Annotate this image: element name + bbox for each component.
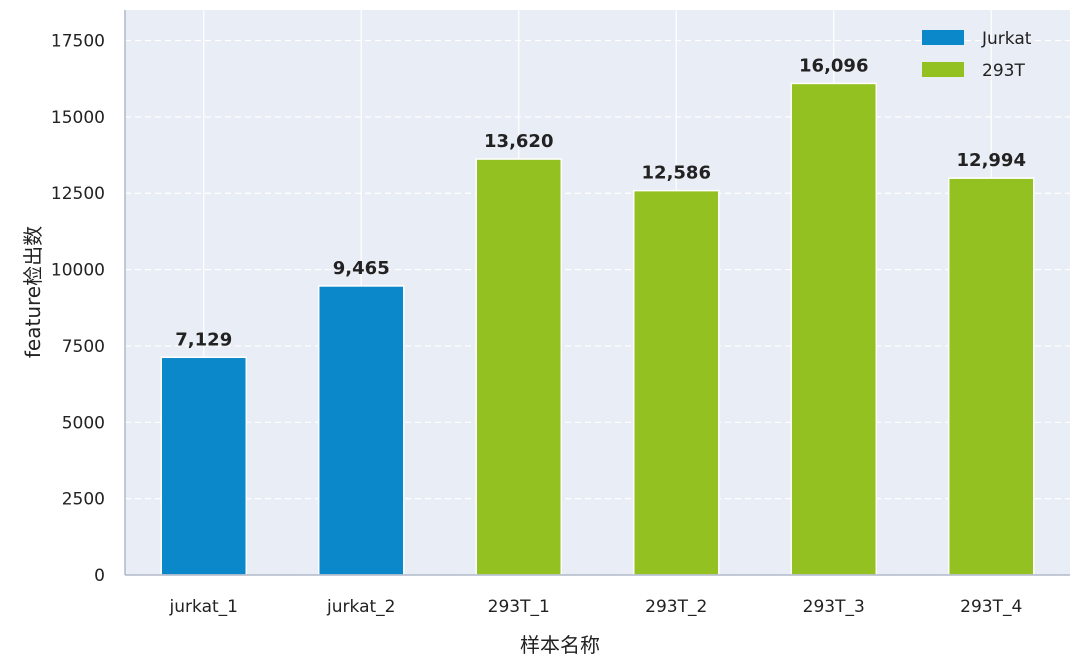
- y-tick-label: 12500: [51, 184, 105, 204]
- legend-label: 293T: [982, 61, 1025, 81]
- legend-swatch-Jurkat: [922, 30, 964, 45]
- bar-value-label: 12,586: [642, 163, 711, 184]
- bar-293T_1: [475, 158, 563, 576]
- legend-swatch-293T: [922, 62, 964, 77]
- x-tick-label: 293T_3: [803, 597, 865, 617]
- bar-value-label: 9,465: [333, 258, 390, 279]
- y-tick-label: 2500: [62, 490, 105, 510]
- y-tick-label: 0: [94, 566, 105, 586]
- y-tick-label: 10000: [51, 261, 105, 281]
- bar-value-labels: 7,129 9,465 13,620 12,586 16,096 12,994: [175, 55, 1026, 350]
- bars: [160, 82, 1035, 576]
- x-tick-label: jurkat_1: [169, 597, 238, 617]
- bar-jurkat_1: [160, 356, 248, 576]
- y-tick-label: 7500: [62, 337, 105, 357]
- bar-value-label: 7,129: [175, 329, 232, 350]
- bar-293T_4: [947, 177, 1035, 576]
- y-axis-ticks: 0 2500 5000 7500 10000 12500 15000 17500: [51, 32, 105, 586]
- legend: Jurkat 293T: [922, 29, 1032, 81]
- y-axis-title: feature检出数: [21, 226, 45, 358]
- x-tick-label: 293T_1: [488, 597, 550, 617]
- bar-293T_2: [632, 189, 720, 576]
- bar-293T_3: [790, 82, 878, 576]
- bar-value-label: 16,096: [799, 55, 868, 76]
- legend-label: Jurkat: [981, 29, 1032, 49]
- x-axis-title: 样本名称: [520, 633, 600, 657]
- x-tick-label: 293T_2: [645, 597, 707, 617]
- y-tick-label: 15000: [51, 108, 105, 128]
- x-tick-label: jurkat_2: [326, 597, 395, 617]
- y-tick-label: 5000: [62, 413, 105, 433]
- y-tick-label: 17500: [51, 32, 105, 52]
- bar-jurkat_2: [317, 285, 405, 576]
- bar-value-label: 12,994: [957, 150, 1026, 171]
- bar-value-label: 13,620: [484, 131, 553, 152]
- x-tick-label: 293T_4: [960, 597, 1022, 617]
- plot-background: [125, 10, 1070, 575]
- x-axis-ticks: jurkat_1 jurkat_2 293T_1 293T_2 293T_3 293T_4: [169, 597, 1023, 617]
